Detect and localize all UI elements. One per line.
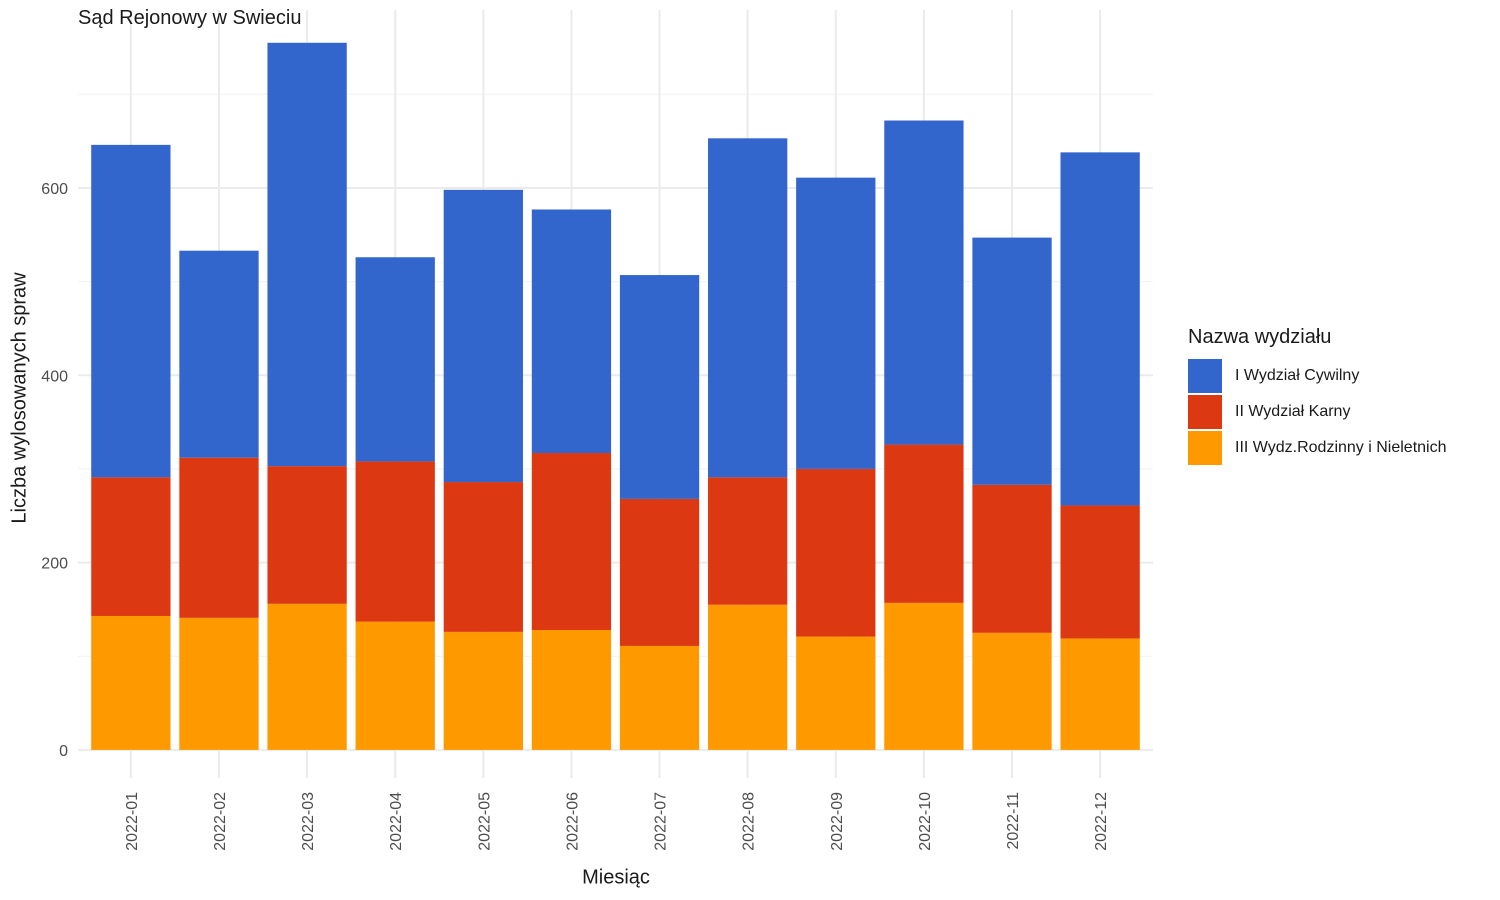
bar-segment bbox=[531, 209, 612, 454]
bar-segment bbox=[1060, 505, 1140, 639]
x-tick-labels: 2022-01 2022-02 2022-03 2022-04 2022-05 2022-… bbox=[124, 792, 1110, 851]
legend: Nazwa wydziału I Wydział Cywilny II Wydzi… bbox=[1188, 326, 1447, 466]
legend-swatch bbox=[1188, 395, 1222, 429]
bar-segment bbox=[443, 631, 523, 750]
bar-segment bbox=[91, 144, 171, 478]
x-tick-label: 2022-02 bbox=[212, 792, 229, 851]
legend-item: III Wydz.Rodzinny i Nieletnich bbox=[1188, 430, 1447, 466]
x-tick-label: 2022-05 bbox=[476, 792, 493, 851]
chart-title: Sąd Rejonowy w Swieciu bbox=[78, 7, 302, 29]
bar-segment bbox=[443, 482, 523, 632]
bar-segment bbox=[884, 444, 964, 603]
bar-segment bbox=[884, 602, 964, 750]
bar-segment bbox=[1060, 638, 1140, 750]
bars-group bbox=[91, 42, 1140, 750]
y-tick-label: 600 bbox=[41, 181, 68, 198]
x-tick-label: 2022-06 bbox=[564, 792, 581, 851]
legend-label: II Wydział Karny bbox=[1235, 403, 1351, 420]
legend-label: III Wydz.Rodzinny i Nieletnich bbox=[1235, 439, 1447, 456]
bar-segment bbox=[708, 138, 788, 478]
y-tick-label: 400 bbox=[41, 368, 68, 385]
bar-segment bbox=[355, 257, 435, 462]
legend-items: I Wydział Cywilny II Wydział Karny III Wyd… bbox=[1188, 358, 1447, 466]
y-tick-labels: 0 200 400 600 bbox=[41, 181, 68, 760]
bar-segment bbox=[355, 461, 435, 622]
bar-segment bbox=[708, 604, 788, 750]
bar-segment bbox=[443, 189, 523, 483]
bar-segment bbox=[619, 645, 700, 750]
y-tick-label: 200 bbox=[41, 556, 68, 573]
legend-title: Nazwa wydziału bbox=[1188, 326, 1332, 348]
bar-segment bbox=[1060, 152, 1140, 506]
bar-segment bbox=[619, 498, 700, 646]
bar-segment bbox=[796, 636, 876, 750]
x-tick-label: 2022-01 bbox=[124, 792, 141, 851]
bar-segment bbox=[796, 468, 876, 637]
x-tick-label: 2022-09 bbox=[829, 792, 846, 851]
bar-segment bbox=[91, 615, 171, 750]
bar-segment bbox=[619, 275, 700, 499]
bar-segment bbox=[179, 457, 259, 618]
x-tick-label: 2022-04 bbox=[388, 792, 405, 851]
bar-segment bbox=[972, 632, 1052, 750]
bar-segment bbox=[884, 120, 964, 445]
bar-segment bbox=[972, 484, 1052, 633]
x-tick-label: 2022-08 bbox=[741, 792, 758, 851]
bar-segment bbox=[267, 466, 347, 604]
legend-label: I Wydział Cywilny bbox=[1235, 367, 1360, 384]
bar-segment bbox=[972, 237, 1052, 485]
x-tick-label: 2022-07 bbox=[653, 792, 670, 851]
legend-item: I Wydział Cywilny bbox=[1188, 358, 1447, 394]
bar-segment bbox=[267, 42, 347, 467]
bar-segment bbox=[179, 250, 259, 458]
x-axis-label: Miesiąc bbox=[582, 866, 650, 889]
bar-segment bbox=[267, 603, 347, 750]
legend-swatch bbox=[1188, 359, 1222, 393]
x-tick-label: 2022-10 bbox=[917, 792, 934, 851]
bar-segment bbox=[796, 177, 876, 469]
y-tick-label: 0 bbox=[59, 743, 68, 760]
legend-item: II Wydział Karny bbox=[1188, 394, 1447, 430]
legend-swatch bbox=[1188, 431, 1222, 465]
bar-segment bbox=[531, 453, 612, 631]
x-tick-label: 2022-03 bbox=[300, 792, 317, 851]
bar-segment bbox=[355, 621, 435, 750]
bar-segment bbox=[531, 630, 612, 750]
x-tick-label: 2022-12 bbox=[1093, 792, 1110, 851]
bar-segment bbox=[91, 477, 171, 616]
bar-segment bbox=[179, 617, 259, 750]
bar-segment bbox=[708, 477, 788, 605]
x-tick-label: 2022-11 bbox=[1005, 792, 1022, 850]
y-axis-label: Liczba wylosowanych spraw bbox=[8, 272, 31, 524]
